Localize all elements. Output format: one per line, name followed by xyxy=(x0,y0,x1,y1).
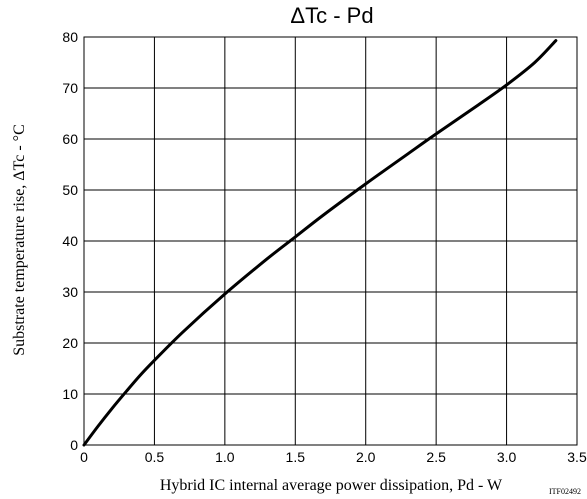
series-line xyxy=(82,39,558,447)
x-tick-label: 2.0 xyxy=(356,449,376,465)
x-tick-label: 3.5 xyxy=(567,449,587,465)
figure-code: ITF02492 xyxy=(549,487,581,496)
y-tick-label: 30 xyxy=(62,284,78,300)
chart-title: ΔTc - Pd xyxy=(290,3,373,28)
x-tick-label: 0.5 xyxy=(145,449,165,465)
x-tick-label: 3.0 xyxy=(497,449,517,465)
x-tick-labels: 0 0.5 1.0 1.5 2.0 2.5 3.0 3.5 xyxy=(80,449,587,465)
y-axis-title: Substrate temperature rise, ΔTc - °C xyxy=(11,124,28,356)
y-tick-label: 60 xyxy=(62,131,78,147)
y-tick-label: 20 xyxy=(62,335,78,351)
y-tick-label: 70 xyxy=(62,80,78,96)
x-tick-label: 1.0 xyxy=(215,449,235,465)
y-tick-labels: 0 10 20 30 40 50 60 70 80 xyxy=(62,29,78,453)
y-tick-label: 0 xyxy=(70,437,78,453)
y-tick-label: 10 xyxy=(62,386,78,402)
grid xyxy=(84,37,577,445)
x-tick-label: 0 xyxy=(80,449,88,465)
series-layer xyxy=(82,39,558,447)
plot-frame xyxy=(83,36,578,446)
x-axis-title: Hybrid IC internal average power dissipa… xyxy=(160,477,503,494)
y-tick-label: 40 xyxy=(62,233,78,249)
x-tick-label: 1.5 xyxy=(286,449,306,465)
y-tick-label: 80 xyxy=(62,29,78,45)
x-tick-label: 2.5 xyxy=(426,449,446,465)
y-tick-label: 50 xyxy=(62,182,78,198)
